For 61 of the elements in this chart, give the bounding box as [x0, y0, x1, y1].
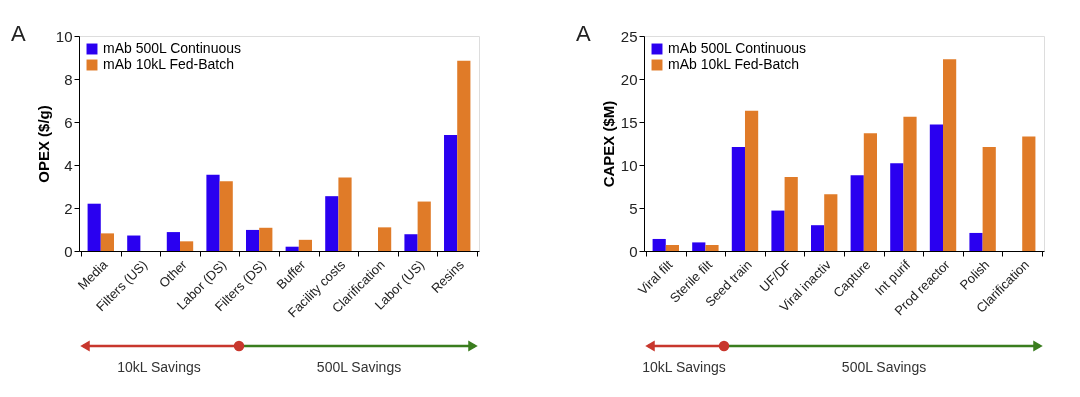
text: A [576, 21, 591, 46]
y-axis-title: OPEX ($/g) [34, 105, 52, 183]
bar [127, 235, 141, 251]
bar [259, 227, 273, 251]
y-tick-label: 4 [64, 156, 73, 174]
bar [771, 210, 785, 251]
legend-label: mAb 10kL Fed-Batch [668, 56, 799, 72]
legend-label: mAb 500L Continuous [103, 40, 242, 56]
bar [378, 227, 392, 251]
bar [457, 60, 471, 251]
legend-label: mAb 10kL Fed-Batch [103, 56, 234, 72]
bar [298, 239, 312, 251]
bar [665, 244, 679, 251]
y-tick-label: 20 [620, 70, 638, 88]
bar [744, 110, 759, 251]
text: 500L Savings [841, 359, 927, 375]
bar [692, 242, 706, 251]
bar [417, 201, 431, 251]
bar [100, 233, 114, 251]
text: A [11, 21, 26, 46]
bar [890, 163, 904, 251]
bar [246, 229, 260, 251]
y-tick-label: 0 [64, 242, 73, 260]
text: 10kL Savings [117, 359, 201, 375]
y-tick-label: 15 [620, 113, 638, 131]
bar [731, 146, 745, 251]
bar [969, 232, 983, 251]
bar [652, 238, 666, 251]
y-tick-label: 0 [629, 242, 638, 260]
y-axis-title: CAPEX ($M) [599, 100, 617, 188]
bar [206, 174, 220, 251]
bar [705, 244, 719, 251]
y-tick-label: 8 [64, 70, 73, 88]
legend-label: mAb 500L Continuous [668, 40, 807, 56]
bar [824, 194, 838, 251]
bar [811, 225, 825, 251]
y-tick-label: 2 [64, 199, 73, 217]
text: 500L Savings [316, 359, 402, 375]
bar [943, 59, 957, 251]
text: 10kL Savings [642, 359, 726, 375]
bar [850, 175, 864, 251]
y-tick-label: 5 [629, 199, 638, 217]
bar [982, 146, 996, 251]
bar [863, 133, 877, 251]
bar [404, 234, 418, 251]
bar [929, 124, 944, 251]
bar [87, 203, 101, 251]
bar [903, 116, 917, 251]
bar [444, 134, 458, 251]
bar [219, 181, 233, 251]
bar [325, 196, 339, 251]
bar [1022, 136, 1036, 251]
bar [338, 177, 352, 251]
y-tick-label: 25 [620, 27, 638, 45]
bar [285, 246, 299, 251]
y-tick-label: 6 [64, 113, 73, 131]
bar [784, 177, 798, 251]
bar [179, 241, 194, 251]
y-tick-label: 10 [620, 156, 638, 174]
bar [166, 232, 180, 251]
y-tick-label: 10 [55, 27, 73, 45]
